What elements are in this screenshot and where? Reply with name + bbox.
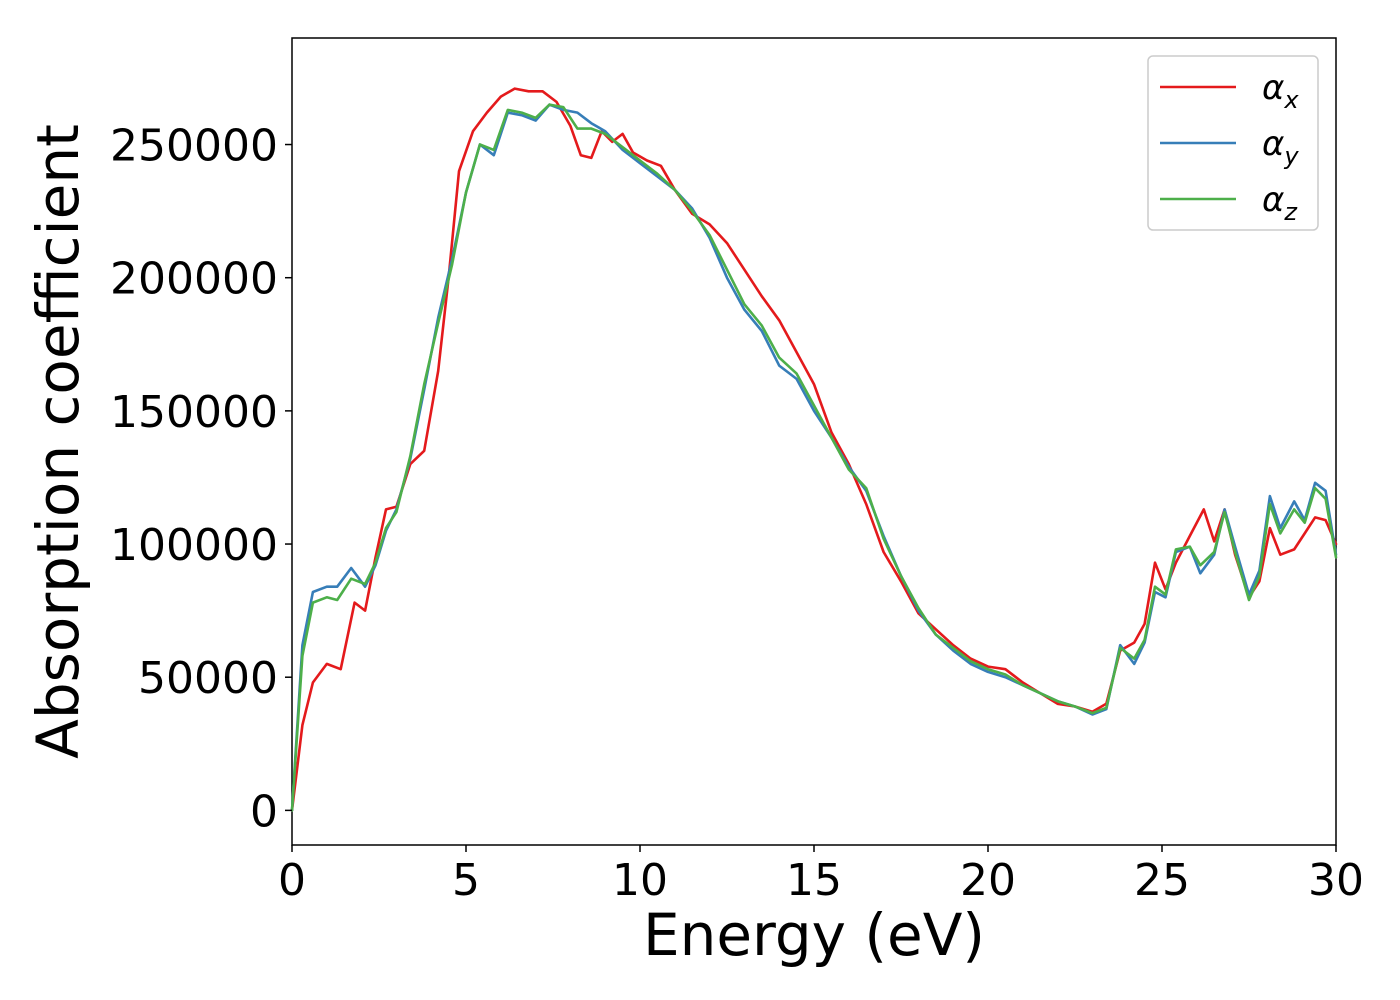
series-line-z	[290, 103, 1338, 812]
legend-label-subscript: y	[1283, 142, 1299, 170]
y-tick-label: 250000	[110, 121, 278, 172]
legend-label-base: α	[1262, 180, 1284, 220]
x-axis-ticks: 0 5 10 15 20 25 30	[278, 845, 1364, 906]
x-axis-title: Energy (eV)	[643, 901, 985, 969]
series-line-x	[290, 87, 1338, 812]
y-axis-title: Absorption coefficient	[24, 124, 92, 759]
legend-label-subscript: x	[1283, 86, 1299, 114]
legend-label-base: α	[1262, 124, 1284, 164]
x-tick-label: 15	[786, 855, 842, 906]
y-tick-label: 150000	[110, 387, 278, 438]
x-tick-label: 30	[1308, 855, 1364, 906]
y-tick-label: 50000	[138, 653, 278, 704]
y-axis-ticks: 0 50000 100000 150000 200000 250000	[110, 121, 292, 837]
series-layer	[290, 87, 1338, 812]
legend-label-z: αz	[1262, 180, 1298, 226]
y-tick-label: 0	[250, 786, 278, 837]
x-tick-label: 10	[612, 855, 668, 906]
legend-label-y: αy	[1262, 124, 1299, 170]
x-tick-label: 25	[1134, 855, 1190, 906]
legend-label-base: α	[1262, 68, 1284, 108]
x-tick-label: 0	[278, 855, 306, 906]
y-tick-label: 100000	[110, 520, 278, 571]
legend-label-subscript: z	[1283, 198, 1298, 226]
x-tick-label: 5	[452, 855, 480, 906]
y-tick-label: 200000	[110, 254, 278, 305]
x-tick-label: 20	[960, 855, 1016, 906]
legend-label-x: αx	[1262, 68, 1299, 114]
